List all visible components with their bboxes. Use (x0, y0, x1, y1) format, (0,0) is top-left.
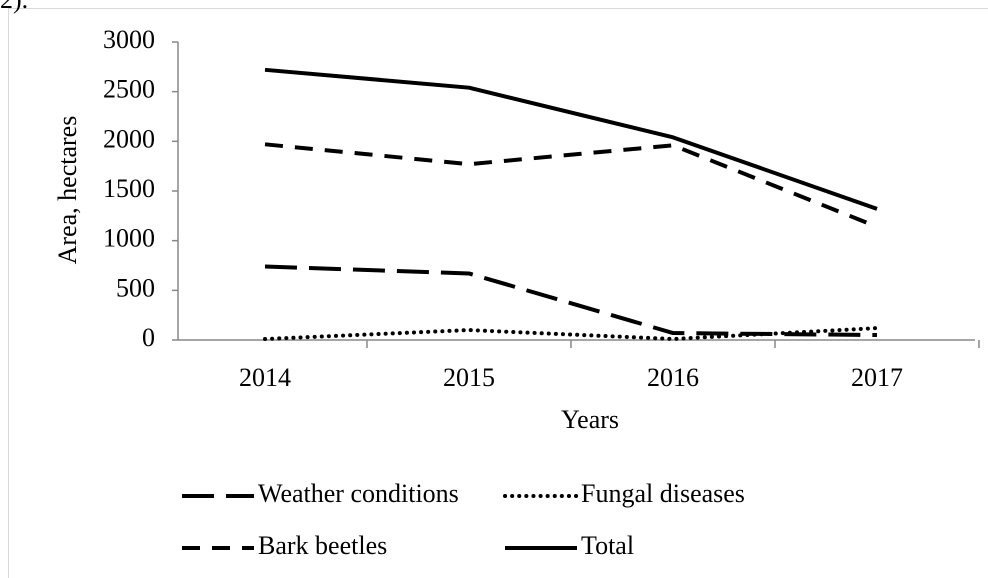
line-series (264, 142, 878, 229)
x-tick-label: 2014 (239, 363, 291, 392)
y-tick-label: 3000 (103, 25, 155, 54)
chart-border (8, 8, 988, 578)
line-series (264, 67, 878, 211)
y-tick-label: 2500 (103, 75, 155, 104)
y-tick-label: 1000 (103, 224, 155, 253)
caption-fragment: 2). (0, 0, 28, 14)
legend-label: Fungal diseases (581, 479, 745, 508)
y-tick-label: 0 (142, 323, 155, 352)
line-series (264, 264, 878, 338)
legend-label: Total (581, 531, 634, 560)
legend-label: Weather conditions (258, 479, 459, 508)
x-axis-label: Years (561, 405, 619, 434)
y-tick-label: 2000 (103, 124, 155, 153)
x-tick-label: 2016 (647, 363, 699, 392)
x-tick-label: 2017 (851, 363, 903, 392)
legend-label: Bark beetles (258, 531, 387, 560)
y-tick-label: 1500 (103, 174, 155, 203)
x-tick-label: 2015 (443, 363, 495, 392)
y-tick-label: 500 (116, 273, 155, 302)
line-series (263, 326, 879, 342)
y-axis-label: Area, hectares (53, 116, 82, 265)
